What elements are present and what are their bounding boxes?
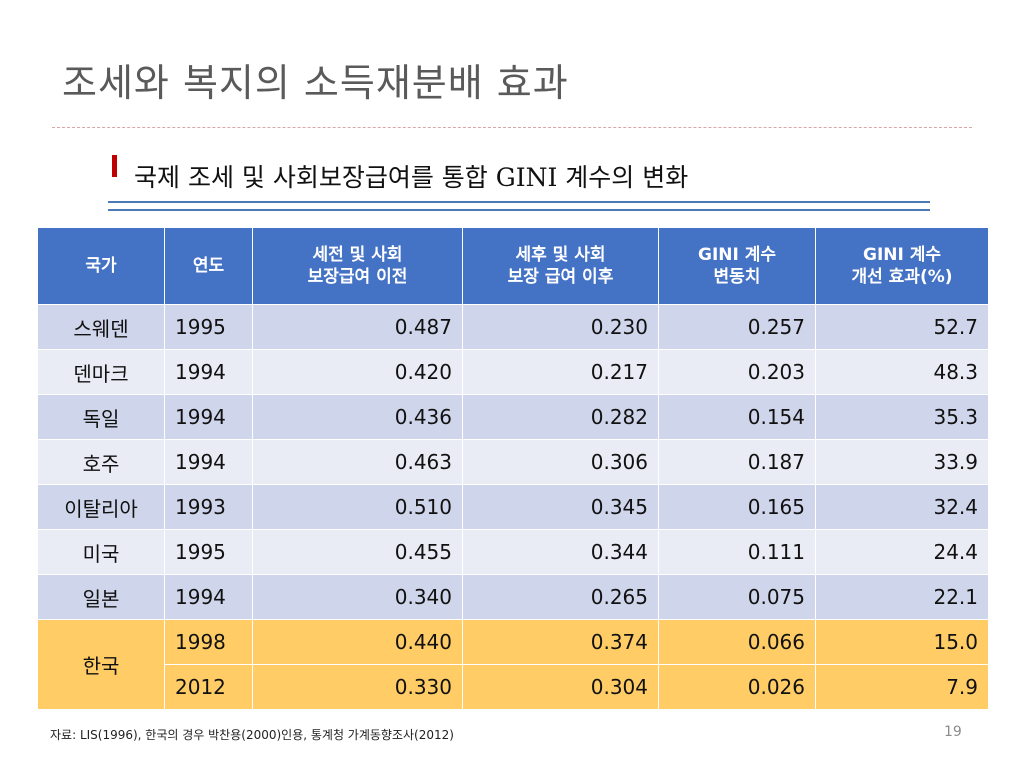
slide-title: 조세와 복지의 소득재분배 효과 xyxy=(62,61,569,105)
header-country: 국가 xyxy=(37,227,165,305)
cell-post-tax: 0.304 xyxy=(462,664,659,710)
cell-gini-improvement: 22.1 xyxy=(815,574,989,620)
cell-post-tax: 0.374 xyxy=(462,619,659,665)
cell-gini-change: 0.075 xyxy=(658,574,816,620)
cell-gini-improvement: 24.4 xyxy=(815,529,989,575)
cell-gini-change: 0.026 xyxy=(658,664,816,710)
table-row: 이탈리아 1993 0.510 0.345 0.165 32.4 xyxy=(37,484,989,530)
cell-gini-improvement: 15.0 xyxy=(815,619,989,665)
cell-country: 덴마크 xyxy=(37,349,165,395)
cell-year: 1994 xyxy=(164,349,253,395)
cell-pre-tax: 0.330 xyxy=(252,664,463,710)
cell-post-tax: 0.265 xyxy=(462,574,659,620)
table-row-korea: 한국 1998 0.440 0.374 0.066 15.0 xyxy=(37,619,989,710)
cell-year: 1995 xyxy=(164,304,253,350)
cell-year: 1994 xyxy=(164,394,253,440)
table-row: 독일 1994 0.436 0.282 0.154 35.3 xyxy=(37,394,989,440)
cell-year: 1994 xyxy=(164,574,253,620)
cell-year: 1993 xyxy=(164,484,253,530)
cell-pre-tax: 0.455 xyxy=(252,529,463,575)
cell-post-tax: 0.282 xyxy=(462,394,659,440)
cell-year: 1998 xyxy=(164,619,253,665)
cell-post-tax: 0.217 xyxy=(462,349,659,395)
title-divider xyxy=(52,127,972,128)
cell-gini-improvement: 52.7 xyxy=(815,304,989,350)
cell-year: 2012 xyxy=(164,664,253,710)
table-header-row: 국가 연도 세전 및 사회 보장급여 이전 세후 및 사회 보장 급여 이후 G… xyxy=(37,227,989,305)
subtitle-underline xyxy=(108,201,930,211)
cell-year: 1995 xyxy=(164,529,253,575)
cell-pre-tax: 0.463 xyxy=(252,439,463,485)
cell-gini-improvement: 33.9 xyxy=(815,439,989,485)
table-row: 일본 1994 0.340 0.265 0.075 22.1 xyxy=(37,574,989,620)
table-row: 호주 1994 0.463 0.306 0.187 33.9 xyxy=(37,439,989,485)
cell-pre-tax: 0.440 xyxy=(252,619,463,665)
cell-post-tax: 0.230 xyxy=(462,304,659,350)
cell-gini-change: 0.066 xyxy=(658,619,816,665)
cell-country: 미국 xyxy=(37,529,165,575)
header-gini-change: GINI 계수 변동치 xyxy=(658,227,816,305)
table-subtitle: 국제 조세 및 사회보장급여를 통합 GINI 계수의 변화 xyxy=(134,163,689,192)
cell-pre-tax: 0.510 xyxy=(252,484,463,530)
table-row: 덴마크 1994 0.420 0.217 0.203 48.3 xyxy=(37,349,989,395)
header-pre-tax: 세전 및 사회 보장급여 이전 xyxy=(252,227,463,305)
cell-pre-tax: 0.487 xyxy=(252,304,463,350)
header-year: 연도 xyxy=(164,227,253,305)
cell-gini-change: 0.154 xyxy=(658,394,816,440)
cell-gini-improvement: 48.3 xyxy=(815,349,989,395)
cell-country: 이탈리아 xyxy=(37,484,165,530)
cell-gini-change: 0.165 xyxy=(658,484,816,530)
cell-gini-improvement: 7.9 xyxy=(815,664,989,710)
cell-pre-tax: 0.340 xyxy=(252,574,463,620)
cell-country: 스웨덴 xyxy=(37,304,165,350)
header-gini-improvement: GINI 계수 개선 효과(%) xyxy=(815,227,989,305)
cell-pre-tax: 0.420 xyxy=(252,349,463,395)
cell-gini-change: 0.203 xyxy=(658,349,816,395)
cell-gini-improvement: 35.3 xyxy=(815,394,989,440)
cell-gini-change: 0.187 xyxy=(658,439,816,485)
cell-post-tax: 0.306 xyxy=(462,439,659,485)
cell-country-korea: 한국 xyxy=(37,619,165,710)
cell-gini-change: 0.111 xyxy=(658,529,816,575)
cell-year: 1994 xyxy=(164,439,253,485)
table-row-korea: 2012 0.330 0.304 0.026 7.9 xyxy=(38,664,989,710)
cell-country: 일본 xyxy=(37,574,165,620)
cell-gini-improvement: 32.4 xyxy=(815,484,989,530)
table-row: 스웨덴 1995 0.487 0.230 0.257 52.7 xyxy=(37,304,989,350)
cell-post-tax: 0.344 xyxy=(462,529,659,575)
cell-post-tax: 0.345 xyxy=(462,484,659,530)
page-number: 19 xyxy=(944,724,962,740)
cell-gini-change: 0.257 xyxy=(658,304,816,350)
cell-country: 독일 xyxy=(37,394,165,440)
bullet-marker xyxy=(112,155,117,177)
gini-table: 국가 연도 세전 및 사회 보장급여 이전 세후 및 사회 보장 급여 이후 G… xyxy=(37,227,989,710)
source-note: 자료: LIS(1996), 한국의 경우 박찬용(2000)인용, 통계청 가… xyxy=(50,728,454,742)
header-post-tax: 세후 및 사회 보장 급여 이후 xyxy=(462,227,659,305)
cell-pre-tax: 0.436 xyxy=(252,394,463,440)
cell-country: 호주 xyxy=(37,439,165,485)
table-row: 미국 1995 0.455 0.344 0.111 24.4 xyxy=(37,529,989,575)
